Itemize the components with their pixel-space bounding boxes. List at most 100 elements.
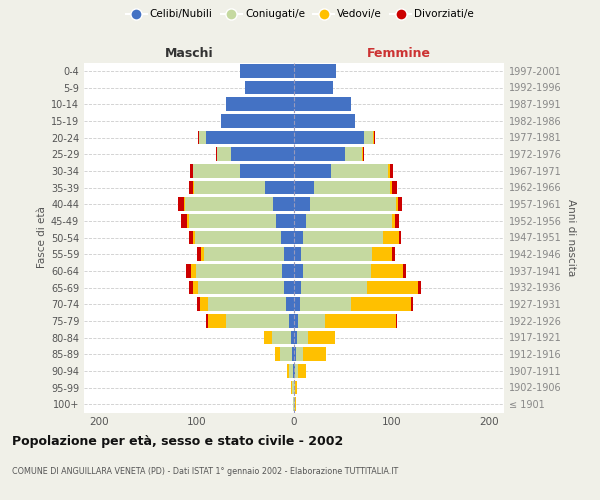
Bar: [294, 198, 310, 211]
Y-axis label: Fasce di età: Fasce di età: [37, 206, 47, 268]
Text: Maschi: Maschi: [164, 47, 214, 60]
Bar: [374, 130, 375, 144]
Bar: [294, 130, 364, 144]
Bar: [292, 380, 294, 394]
Bar: [418, 280, 421, 294]
Bar: [185, 198, 272, 211]
Bar: [294, 398, 295, 411]
Bar: [294, 64, 336, 78]
Bar: [194, 180, 265, 194]
Bar: [300, 298, 350, 311]
Bar: [294, 164, 331, 177]
Bar: [198, 280, 284, 294]
Bar: [178, 198, 184, 211]
Bar: [240, 164, 294, 177]
Bar: [264, 330, 272, 344]
Bar: [371, 264, 403, 278]
Text: Femmine: Femmine: [367, 47, 431, 60]
Bar: [190, 180, 193, 194]
Bar: [325, 314, 395, 328]
Text: COMUNE DI ANGUILLARA VENETA (PD) - Dati ISTAT 1° gennaio 2002 - Elaborazione TUT: COMUNE DI ANGUILLARA VENETA (PD) - Dati …: [12, 468, 398, 476]
Bar: [275, 348, 280, 361]
Bar: [294, 380, 295, 394]
Bar: [388, 164, 390, 177]
Bar: [308, 330, 335, 344]
Bar: [216, 148, 217, 161]
Bar: [295, 398, 296, 411]
Bar: [310, 198, 395, 211]
Y-axis label: Anni di nascita: Anni di nascita: [566, 199, 575, 276]
Bar: [373, 130, 374, 144]
Bar: [294, 98, 350, 111]
Bar: [306, 214, 392, 228]
Bar: [303, 230, 383, 244]
Text: Popolazione per età, sesso e stato civile - 2002: Popolazione per età, sesso e stato civil…: [12, 435, 343, 448]
Bar: [281, 230, 294, 244]
Bar: [403, 264, 406, 278]
Bar: [294, 248, 301, 261]
Bar: [282, 264, 294, 278]
Bar: [184, 198, 185, 211]
Bar: [293, 364, 294, 378]
Bar: [204, 248, 284, 261]
Bar: [206, 130, 294, 144]
Bar: [289, 314, 294, 328]
Bar: [197, 298, 200, 311]
Bar: [294, 364, 295, 378]
Bar: [294, 180, 314, 194]
Bar: [294, 348, 296, 361]
Bar: [392, 180, 397, 194]
Bar: [362, 148, 364, 161]
Bar: [398, 230, 401, 244]
Bar: [187, 214, 188, 228]
Bar: [188, 280, 193, 294]
Bar: [193, 230, 196, 244]
Bar: [185, 264, 191, 278]
Bar: [295, 364, 298, 378]
Bar: [277, 214, 294, 228]
Bar: [314, 180, 390, 194]
Bar: [226, 314, 289, 328]
Legend: Celibi/Nubili, Coniugati/e, Vedovi/e, Divorziati/e: Celibi/Nubili, Coniugati/e, Vedovi/e, Di…: [122, 5, 478, 24]
Bar: [190, 164, 193, 177]
Bar: [280, 348, 292, 361]
Bar: [292, 348, 294, 361]
Bar: [367, 280, 418, 294]
Bar: [296, 348, 303, 361]
Bar: [240, 64, 294, 78]
Bar: [265, 180, 294, 194]
Bar: [197, 248, 201, 261]
Bar: [395, 198, 398, 211]
Bar: [392, 214, 395, 228]
Bar: [284, 248, 294, 261]
Bar: [286, 298, 294, 311]
Bar: [199, 130, 206, 144]
Bar: [294, 230, 303, 244]
Bar: [392, 248, 395, 261]
Bar: [230, 148, 294, 161]
Bar: [190, 230, 193, 244]
Bar: [193, 180, 194, 194]
Bar: [294, 80, 333, 94]
Bar: [226, 98, 294, 111]
Bar: [198, 130, 199, 144]
Bar: [294, 148, 345, 161]
Bar: [294, 330, 297, 344]
Bar: [291, 330, 294, 344]
Bar: [193, 280, 198, 294]
Bar: [284, 280, 294, 294]
Bar: [298, 314, 325, 328]
Bar: [200, 298, 208, 311]
Bar: [196, 230, 281, 244]
Bar: [245, 80, 294, 94]
Bar: [193, 164, 240, 177]
Bar: [331, 164, 388, 177]
Bar: [294, 298, 300, 311]
Bar: [383, 230, 398, 244]
Bar: [345, 148, 362, 161]
Bar: [395, 214, 398, 228]
Bar: [294, 114, 355, 128]
Bar: [294, 214, 306, 228]
Bar: [188, 214, 277, 228]
Bar: [208, 314, 226, 328]
